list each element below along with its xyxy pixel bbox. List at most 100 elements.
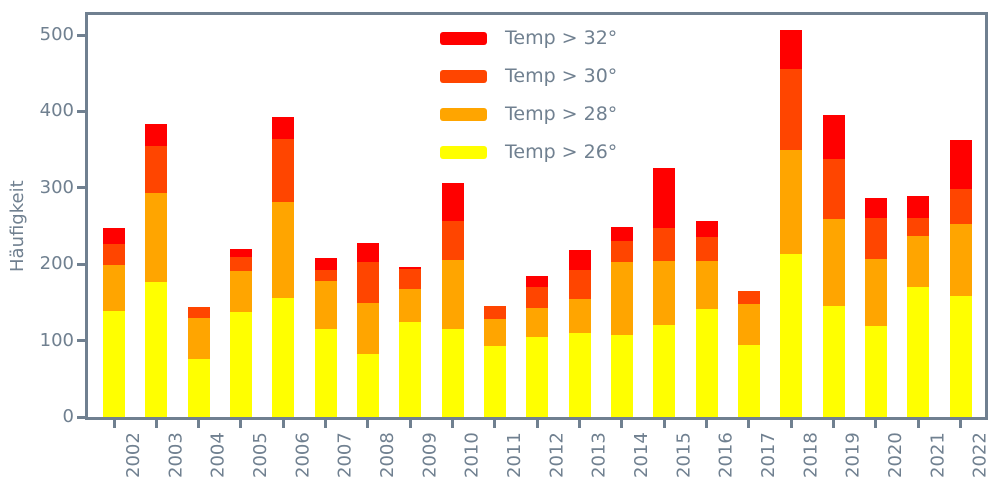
bar-2007-segment-temp-gt-26temp-gt- [314, 329, 337, 417]
plot-border-right [985, 12, 988, 420]
bar-2017-segment-temp-gt-26temp-gt- [737, 345, 760, 417]
bar-2005-segment-temp-gt-30temp-gt- [229, 257, 252, 272]
bar-2010-segment-temp-gt-30temp-gt- [441, 221, 464, 261]
y-tick-mark [77, 186, 85, 190]
x-tick-mark [578, 420, 582, 428]
bar-2009-segment-temp-gt-28temp-gt- [399, 289, 422, 323]
bar-2002-segment-temp-gt-28temp-gt- [103, 264, 125, 311]
plot-border-top [85, 12, 988, 15]
legend-row-2: Temp > 28° [440, 105, 617, 124]
bar-2019-segment-temp-gt-28temp-gt- [822, 219, 845, 307]
x-tick-label-2010: 2010 [461, 432, 483, 478]
legend-label-2: Temp > 28° [505, 103, 618, 125]
legend: Temp > 32° Temp > 30° Temp > 28° Temp > 26° [440, 29, 617, 162]
y-tick-mark [77, 415, 85, 419]
bar-2015-segment-temp-gt-28temp-gt- [653, 261, 676, 325]
bar-2008-segment-temp-gt-26temp-gt- [356, 353, 379, 417]
x-tick-label-2020: 2020 [884, 432, 906, 478]
bar-2022-segment-temp-gt-28temp-gt- [949, 224, 972, 296]
bar-2016-segment-temp-gt-26temp-gt- [695, 309, 718, 417]
x-tick-mark [112, 420, 116, 428]
bar-2020-segment-temp-gt-28temp-gt- [864, 258, 887, 327]
plot-border-left [85, 12, 88, 420]
bar-2020-segment-temp-gt-32temp-gt- [864, 197, 887, 219]
bar-2007-segment-temp-gt-32temp-gt- [314, 258, 337, 270]
bar-2017-segment-temp-gt-30temp-gt- [737, 290, 760, 304]
bar-2012 [526, 276, 549, 417]
x-tick-label-2022: 2022 [969, 432, 991, 478]
x-tick-label-2017: 2017 [757, 432, 779, 478]
bar-2019-segment-temp-gt-32temp-gt- [822, 115, 845, 159]
x-tick-label-2016: 2016 [715, 432, 737, 478]
bar-2009-segment-temp-gt-26temp-gt- [399, 322, 422, 417]
legend-swatch-0 [440, 32, 487, 45]
bar-2013-segment-temp-gt-30temp-gt- [568, 269, 591, 300]
bar-2006-segment-temp-gt-30temp-gt- [272, 138, 295, 202]
bar-2010 [441, 183, 464, 417]
bar-2021-segment-temp-gt-32temp-gt- [907, 196, 930, 218]
bar-2008 [356, 242, 379, 417]
bar-2013 [568, 249, 591, 417]
bar-2003-segment-temp-gt-26temp-gt- [145, 281, 168, 417]
x-tick-mark [620, 420, 624, 428]
y-tick-label: 100 [39, 329, 74, 351]
bar-2022-segment-temp-gt-30temp-gt- [949, 189, 972, 225]
x-tick-label-2003: 2003 [165, 432, 187, 478]
legend-swatch-1 [440, 70, 487, 83]
plot-border-bottom [85, 417, 988, 420]
bar-2016-segment-temp-gt-30temp-gt- [695, 236, 718, 262]
x-tick-mark [959, 420, 963, 428]
x-tick-label-2005: 2005 [249, 432, 271, 478]
bar-2008-segment-temp-gt-30temp-gt- [356, 261, 379, 304]
bar-2012-segment-temp-gt-28temp-gt- [526, 307, 549, 337]
bar-2022-segment-temp-gt-26temp-gt- [949, 295, 972, 417]
bar-2021 [907, 196, 930, 417]
x-tick-label-2014: 2014 [630, 432, 652, 478]
bar-2004-segment-temp-gt-28temp-gt- [187, 317, 210, 359]
x-tick-label-2019: 2019 [842, 432, 864, 478]
bar-2020-segment-temp-gt-30temp-gt- [864, 218, 887, 259]
x-tick-mark [747, 420, 751, 428]
bar-2021-segment-temp-gt-30temp-gt- [907, 217, 930, 236]
x-tick-label-2015: 2015 [673, 432, 695, 478]
bar-2008-segment-temp-gt-32temp-gt- [356, 242, 379, 262]
bar-2015 [653, 167, 676, 417]
bar-2019-segment-temp-gt-26temp-gt- [822, 306, 845, 417]
bar-2013-segment-temp-gt-26temp-gt- [568, 332, 591, 417]
x-tick-label-2009: 2009 [419, 432, 441, 478]
x-tick-mark [832, 420, 836, 428]
x-tick-mark [197, 420, 201, 428]
bar-2003-segment-temp-gt-32temp-gt- [145, 124, 168, 146]
bar-2012-segment-temp-gt-32temp-gt- [526, 276, 549, 288]
bar-2011-segment-temp-gt-30temp-gt- [483, 306, 506, 320]
bar-2022 [949, 139, 972, 417]
x-tick-label-2011: 2011 [503, 432, 525, 478]
x-tick-mark [535, 420, 539, 428]
bar-2011 [483, 306, 506, 417]
bar-2018-segment-temp-gt-26temp-gt- [780, 253, 803, 417]
bar-2016-segment-temp-gt-28temp-gt- [695, 261, 718, 310]
legend-label-3: Temp > 26° [505, 141, 618, 163]
bar-2014-segment-temp-gt-26temp-gt- [610, 335, 633, 417]
bar-2011-segment-temp-gt-26temp-gt- [483, 345, 506, 417]
bar-2014-segment-temp-gt-32temp-gt- [610, 226, 633, 241]
x-tick-label-2004: 2004 [207, 432, 229, 478]
x-tick-mark [451, 420, 455, 428]
bar-2021-segment-temp-gt-26temp-gt- [907, 287, 930, 417]
bar-2002 [103, 227, 125, 417]
bar-2005 [229, 248, 252, 417]
bar-2002-segment-temp-gt-30temp-gt- [103, 244, 125, 265]
bar-2009-segment-temp-gt-30temp-gt- [399, 268, 422, 290]
bar-2006 [272, 116, 295, 417]
bar-2005-segment-temp-gt-28temp-gt- [229, 271, 252, 312]
x-tick-mark [154, 420, 158, 428]
bar-2008-segment-temp-gt-28temp-gt- [356, 303, 379, 354]
bar-2007 [314, 258, 337, 417]
legend-label-1: Temp > 30° [505, 65, 618, 87]
x-tick-mark [705, 420, 709, 428]
bar-2016-segment-temp-gt-32temp-gt- [695, 221, 718, 237]
bar-2007-segment-temp-gt-30temp-gt- [314, 269, 337, 281]
y-tick-label: 300 [39, 176, 74, 198]
bar-2019 [822, 115, 845, 417]
bar-2013-segment-temp-gt-32temp-gt- [568, 249, 591, 270]
